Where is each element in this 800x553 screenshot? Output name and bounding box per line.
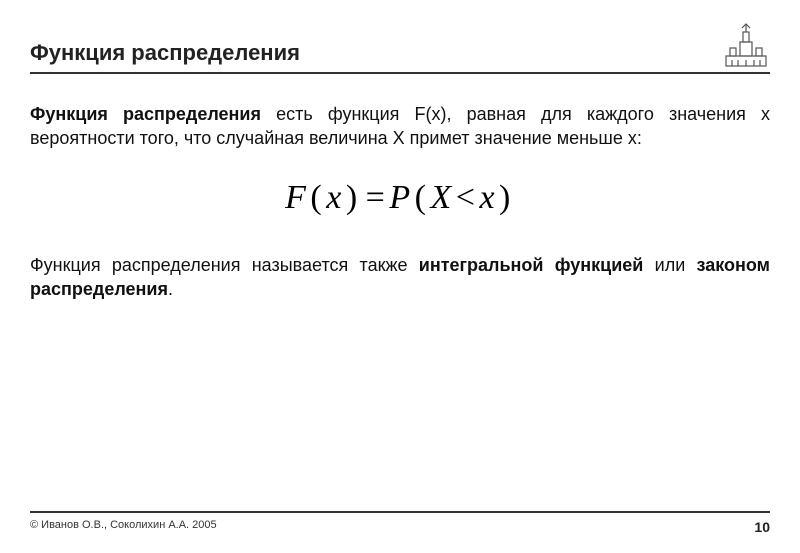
sym-F: F (285, 179, 306, 216)
sym-rparen2: ) (495, 179, 515, 216)
footer: © Иванов О.В., Соколихин А.А. 2005 10 (30, 511, 770, 535)
sym-eq: = (362, 179, 390, 216)
header-row: Функция распределения (30, 22, 770, 74)
sym-P: P (389, 179, 410, 216)
footer-line: © Иванов О.В., Соколихин А.А. 2005 10 (30, 511, 770, 535)
sym-lparen2: ( (411, 179, 431, 216)
page-title: Функция распределения (30, 40, 300, 66)
formula-block: F(x)=P(X<x) (30, 179, 770, 217)
aliases-mid: или (643, 255, 696, 275)
definition-paragraph: Функция распределения есть функция F(x),… (30, 102, 770, 151)
msu-logo-icon (722, 22, 770, 70)
sym-rparen: ) (342, 179, 362, 216)
copyright-text: © Иванов О.В., Соколихин А.А. 2005 (30, 519, 217, 531)
aliases-post: . (168, 279, 173, 299)
term-integral-function: интегральной функцией (419, 255, 644, 275)
formula: F(x)=P(X<x) (285, 179, 515, 216)
slide: Функция распределения (0, 0, 800, 553)
sym-x: x (326, 179, 342, 216)
lead-term: Функция распределения (30, 104, 261, 124)
aliases-pre: Функция распределения называется также (30, 255, 419, 275)
sym-lt: < (452, 179, 480, 216)
sym-Xcap: X (430, 179, 451, 216)
sym-x2: x (479, 179, 495, 216)
page-number: 10 (754, 519, 770, 535)
aliases-paragraph: Функция распределения называется также и… (30, 253, 770, 302)
sym-lparen: ( (306, 179, 326, 216)
